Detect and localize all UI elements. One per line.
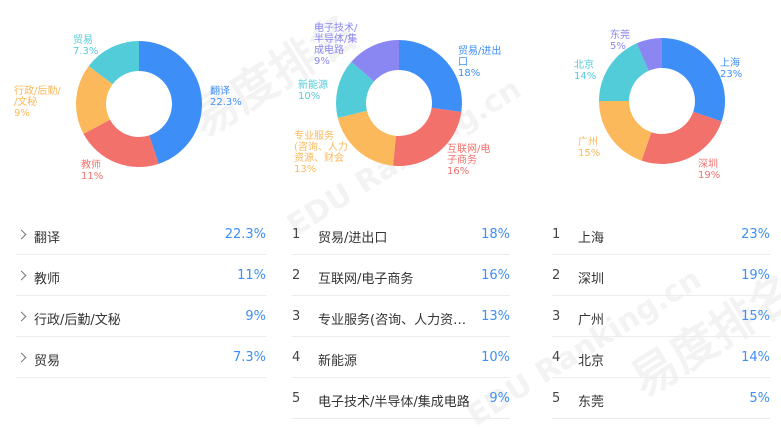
label-专业服务: 专业服务 (咨询、人力 资源、财会 13% [294, 131, 348, 175]
list-item-name: 上海 [578, 231, 605, 246]
donut-slice-广州[interactable] [599, 101, 652, 161]
label-电子技术: 电子技术/ 半导体/集 成电路 9% [314, 23, 358, 67]
donut-slice-专业服务(咨询、人力资源、财会)[interactable] [337, 110, 396, 166]
list-item-value: 18% [481, 227, 510, 242]
list-item[interactable]: 贸易 7.3% [16, 337, 266, 378]
list-item-name: 互联网/电子商务 [318, 272, 414, 287]
list-item-value: 19% [741, 268, 770, 283]
label-行政: 行政/后勤/ /文秘 9% [14, 86, 61, 119]
chevron-right-icon [16, 270, 27, 281]
list-item[interactable]: 2 深圳 19% [552, 255, 770, 296]
donut-slice-互联网/电子商务[interactable] [393, 107, 462, 167]
list-item-name: 专业服务(咨询、人力资源、财会) [318, 313, 476, 328]
list-item[interactable]: 5 电子技术/半导体/集成电路 9% [292, 378, 510, 419]
donut-slice-北京[interactable] [599, 43, 649, 101]
donut-slice-翻译[interactable] [139, 41, 203, 164]
city-donut-chart [599, 38, 725, 165]
list-item-rank: 1 [552, 227, 561, 242]
chevron-right-icon [16, 311, 27, 322]
city-list: 1 上海 23% 2 深圳 19% 3 广州 15% 4 北京 14% 5 东莞 5% [552, 214, 770, 419]
label-广州: 广州 15% [578, 137, 601, 159]
list-item-value: 16% [481, 268, 510, 283]
chevron-right-icon [16, 352, 27, 363]
list-item-value: 23% [741, 227, 770, 242]
list-item[interactable]: 行政/后勤/文秘 9% [16, 296, 266, 337]
label-新能源: 新能源 10% [298, 80, 328, 102]
sector-donut-chart [336, 40, 462, 167]
list-item[interactable]: 教师 11% [16, 255, 266, 296]
list-item-name: 贸易/进出口 [318, 231, 388, 246]
donut-slice-上海[interactable] [662, 38, 725, 122]
label-深圳: 深圳 19% [698, 159, 721, 181]
label-东莞: 东莞 5% [610, 30, 630, 52]
list-item-value: 10% [481, 350, 510, 365]
list-item-name: 东莞 [578, 395, 605, 410]
label-贸易: 贸易 7.3% [73, 35, 99, 57]
list-item-value: 9% [489, 391, 510, 406]
donut-slice-深圳[interactable] [641, 111, 722, 165]
list-item-rank: 2 [292, 268, 301, 283]
list-item-rank: 5 [292, 391, 301, 406]
list-item-name: 贸易 [34, 354, 61, 369]
list-item-name: 行政/后勤/文秘 [34, 313, 121, 328]
donut-slice-贸易[interactable] [88, 41, 139, 85]
label-北京: 北京 14% [574, 60, 597, 82]
list-item-rank: 1 [292, 227, 301, 242]
list-item-name: 深圳 [578, 272, 605, 287]
list-item-value: 14% [741, 350, 770, 365]
donut-slice-电子技术/半导体/集成电路[interactable] [351, 40, 399, 82]
list-item-name: 电子技术/半导体/集成电路 [318, 395, 470, 410]
sector-list: 1 贸易/进出口 18% 2 互联网/电子商务 16% 3 专业服务(咨询、人力资源、财会… [292, 214, 510, 419]
list-item-rank: 3 [552, 309, 561, 324]
list-item[interactable]: 2 互联网/电子商务 16% [292, 255, 510, 296]
label-翻译: 翻译 22.3% [210, 86, 242, 108]
list-item-rank: 4 [292, 350, 301, 365]
label-互联网: 互联网/电 子商务 16% [447, 144, 491, 177]
list-item-name: 广州 [578, 313, 605, 328]
list-item-value: 15% [741, 309, 770, 324]
list-item[interactable]: 1 贸易/进出口 18% [292, 214, 510, 255]
list-item-value: 22.3% [224, 227, 266, 242]
list-item-value: 5% [749, 391, 770, 406]
chevron-right-icon [16, 229, 27, 240]
list-item-value: 11% [237, 268, 266, 283]
list-item[interactable]: 3 专业服务(咨询、人力资源、财会) 13% [292, 296, 510, 337]
list-item-rank: 3 [292, 309, 301, 324]
donut-slice-教师[interactable] [83, 119, 159, 168]
label-贸易进出口: 贸易/进出 口 18% [458, 46, 502, 79]
list-item[interactable]: 4 北京 14% [552, 337, 770, 378]
label-上海: 上海 23% [720, 58, 743, 80]
list-item-value: 9% [245, 309, 266, 324]
list-item-name: 新能源 [318, 354, 358, 369]
list-item-rank: 2 [552, 268, 561, 283]
donut-slice-贸易/进出口[interactable] [399, 40, 462, 112]
list-item[interactable]: 3 广州 15% [552, 296, 770, 337]
donut-slice-新能源[interactable] [336, 61, 375, 118]
donut-slice-东莞[interactable] [636, 38, 662, 71]
list-item[interactable]: 4 新能源 10% [292, 337, 510, 378]
list-item-name: 教师 [34, 272, 61, 287]
list-item-value: 7.3% [232, 350, 266, 365]
list-item-name: 翻译 [34, 231, 61, 246]
industry-list: 翻译 22.3% 教师 11% 行政/后勤/文秘 9% 贸易 7.3% [16, 214, 266, 378]
list-item-rank: 5 [552, 391, 561, 406]
list-item[interactable]: 翻译 22.3% [16, 214, 266, 255]
label-教师: 教师 11% [81, 160, 104, 182]
list-item-rank: 4 [552, 350, 561, 365]
industry-donut-chart [76, 41, 203, 168]
list-item-name: 北京 [578, 354, 605, 369]
list-item[interactable]: 5 东莞 5% [552, 378, 770, 419]
list-item[interactable]: 1 上海 23% [552, 214, 770, 255]
donut-slice-行政/后勤/文秘[interactable] [76, 66, 113, 134]
list-item-value: 13% [481, 309, 510, 324]
